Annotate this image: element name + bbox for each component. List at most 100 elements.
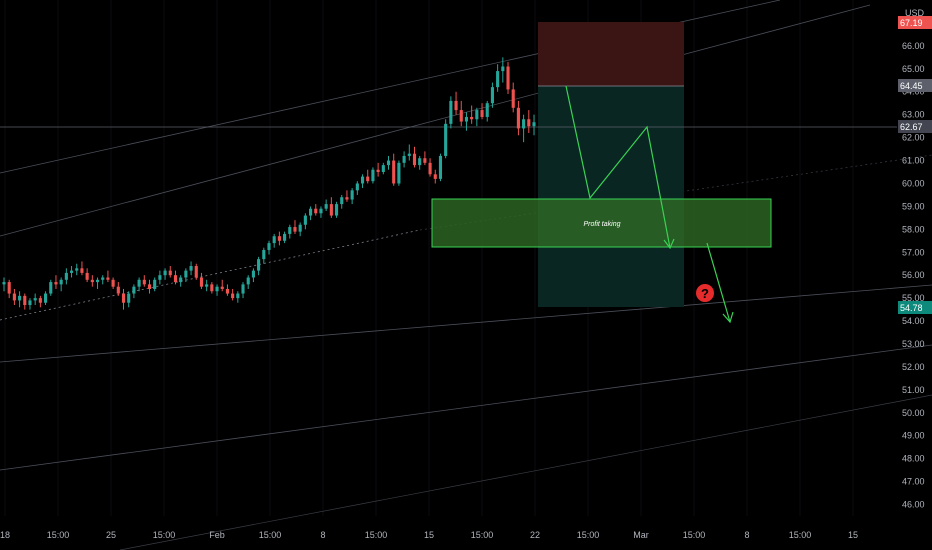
candle-body bbox=[360, 176, 365, 184]
candle-body bbox=[121, 293, 126, 303]
candle-body bbox=[12, 293, 16, 301]
candle-body bbox=[516, 107, 520, 129]
candle-body bbox=[355, 183, 359, 191]
x-tick-label: 15:00 bbox=[471, 530, 494, 540]
candle-body bbox=[168, 270, 172, 276]
candle-body bbox=[267, 243, 271, 250]
stop-loss-zone[interactable] bbox=[538, 22, 684, 86]
candle-body bbox=[111, 279, 115, 287]
x-tick-label: 15:00 bbox=[153, 530, 176, 540]
candle-body bbox=[418, 158, 422, 166]
candle-body bbox=[189, 266, 193, 271]
x-tick-label: 15:00 bbox=[577, 530, 600, 540]
projection-breakdown bbox=[706, 242, 731, 323]
candle-body bbox=[179, 277, 183, 283]
tag-current-text: 62.67 bbox=[900, 122, 923, 132]
candle-body bbox=[38, 298, 42, 303]
candle-body bbox=[236, 293, 240, 299]
question-mark: ? bbox=[701, 286, 709, 301]
candle-body bbox=[485, 103, 489, 117]
candle-body bbox=[153, 279, 157, 289]
candle-body bbox=[392, 160, 396, 184]
x-tick-label: 25 bbox=[106, 530, 116, 540]
candle-body bbox=[205, 284, 209, 287]
candle-body bbox=[210, 284, 214, 292]
tag-target-text: 54.78 bbox=[900, 303, 923, 313]
candle-body bbox=[314, 208, 318, 214]
candle-body bbox=[522, 119, 526, 129]
candle-body bbox=[345, 197, 349, 200]
candle-body bbox=[2, 282, 6, 285]
candle-body bbox=[397, 162, 401, 184]
candle-body bbox=[490, 87, 494, 104]
question-circle bbox=[696, 284, 714, 302]
candle-body bbox=[163, 270, 167, 276]
candle-body bbox=[23, 295, 27, 306]
x-tick-label: 22 bbox=[530, 530, 540, 540]
candle-body bbox=[33, 298, 37, 301]
candle-body bbox=[381, 165, 385, 172]
y-tick-label: 61.00 bbox=[902, 156, 925, 166]
tag-stop-text: 67.19 bbox=[900, 18, 923, 28]
y-tick-label: 52.00 bbox=[902, 362, 925, 372]
profit-taking-zone[interactable] bbox=[431, 198, 772, 248]
y-tick-label: 55.00 bbox=[902, 293, 925, 303]
candle-body bbox=[184, 270, 188, 278]
projection-arrowhead-2 bbox=[722, 311, 734, 324]
candle-body bbox=[257, 259, 261, 271]
x-tick-label: 15 bbox=[848, 530, 858, 540]
time-axis[interactable]: 18 15:00 25 15:00 Feb 15:00 8 15:00 15 15:00 22 15:… bbox=[0, 530, 858, 540]
currency-label: USD bbox=[905, 8, 925, 18]
y-tick-label: 60.00 bbox=[902, 178, 925, 188]
y-tick-label: 53.00 bbox=[902, 339, 925, 349]
candle-body bbox=[283, 233, 287, 241]
y-tick-label: 47.00 bbox=[902, 477, 925, 487]
candle-body bbox=[44, 293, 48, 303]
candle-body bbox=[366, 176, 370, 182]
candle-body bbox=[454, 100, 458, 111]
candle-body bbox=[464, 116, 469, 122]
candle-body bbox=[532, 122, 536, 127]
candle-body bbox=[231, 293, 235, 299]
price-tag-target: 54.78 bbox=[898, 301, 932, 314]
candle-body bbox=[423, 158, 427, 163]
candle-body bbox=[127, 293, 131, 303]
x-tick-label: 8 bbox=[320, 530, 325, 540]
channel-line-7 bbox=[119, 394, 932, 550]
x-tick-label: Mar bbox=[633, 530, 649, 540]
y-tick-label: 56.00 bbox=[902, 270, 925, 280]
take-profit-zone[interactable] bbox=[538, 86, 684, 307]
candle-body bbox=[246, 277, 250, 285]
y-tick-label: 66.00 bbox=[902, 41, 925, 51]
y-tick-label: 48.00 bbox=[902, 454, 925, 464]
candle-body bbox=[7, 282, 11, 294]
grid-layer bbox=[4, 0, 854, 516]
profit-taking-label: Profit taking bbox=[584, 221, 621, 228]
candle-body bbox=[511, 89, 515, 108]
candle-body bbox=[54, 282, 58, 285]
candle-body bbox=[194, 266, 198, 278]
candle-body bbox=[241, 284, 245, 294]
candle-body bbox=[288, 227, 292, 234]
candle-body bbox=[75, 268, 79, 271]
candle-body bbox=[527, 119, 531, 127]
candle-body bbox=[59, 279, 63, 285]
candle-body bbox=[199, 277, 204, 287]
candle-body bbox=[475, 110, 479, 120]
y-tick-label: 57.00 bbox=[902, 247, 925, 257]
candle-body bbox=[147, 284, 152, 289]
candle-body bbox=[480, 110, 484, 117]
candle-body bbox=[28, 300, 32, 306]
candle-body bbox=[319, 208, 323, 214]
candle-body bbox=[449, 100, 453, 124]
x-tick-label: 15 bbox=[424, 530, 434, 540]
candle-body bbox=[277, 236, 281, 241]
y-tick-label: 54.00 bbox=[902, 316, 925, 326]
candle-body bbox=[80, 268, 84, 273]
x-tick-label: Feb bbox=[209, 530, 225, 540]
candle-body bbox=[428, 162, 432, 175]
x-tick-label: 15:00 bbox=[365, 530, 388, 540]
candle-body bbox=[376, 169, 380, 172]
